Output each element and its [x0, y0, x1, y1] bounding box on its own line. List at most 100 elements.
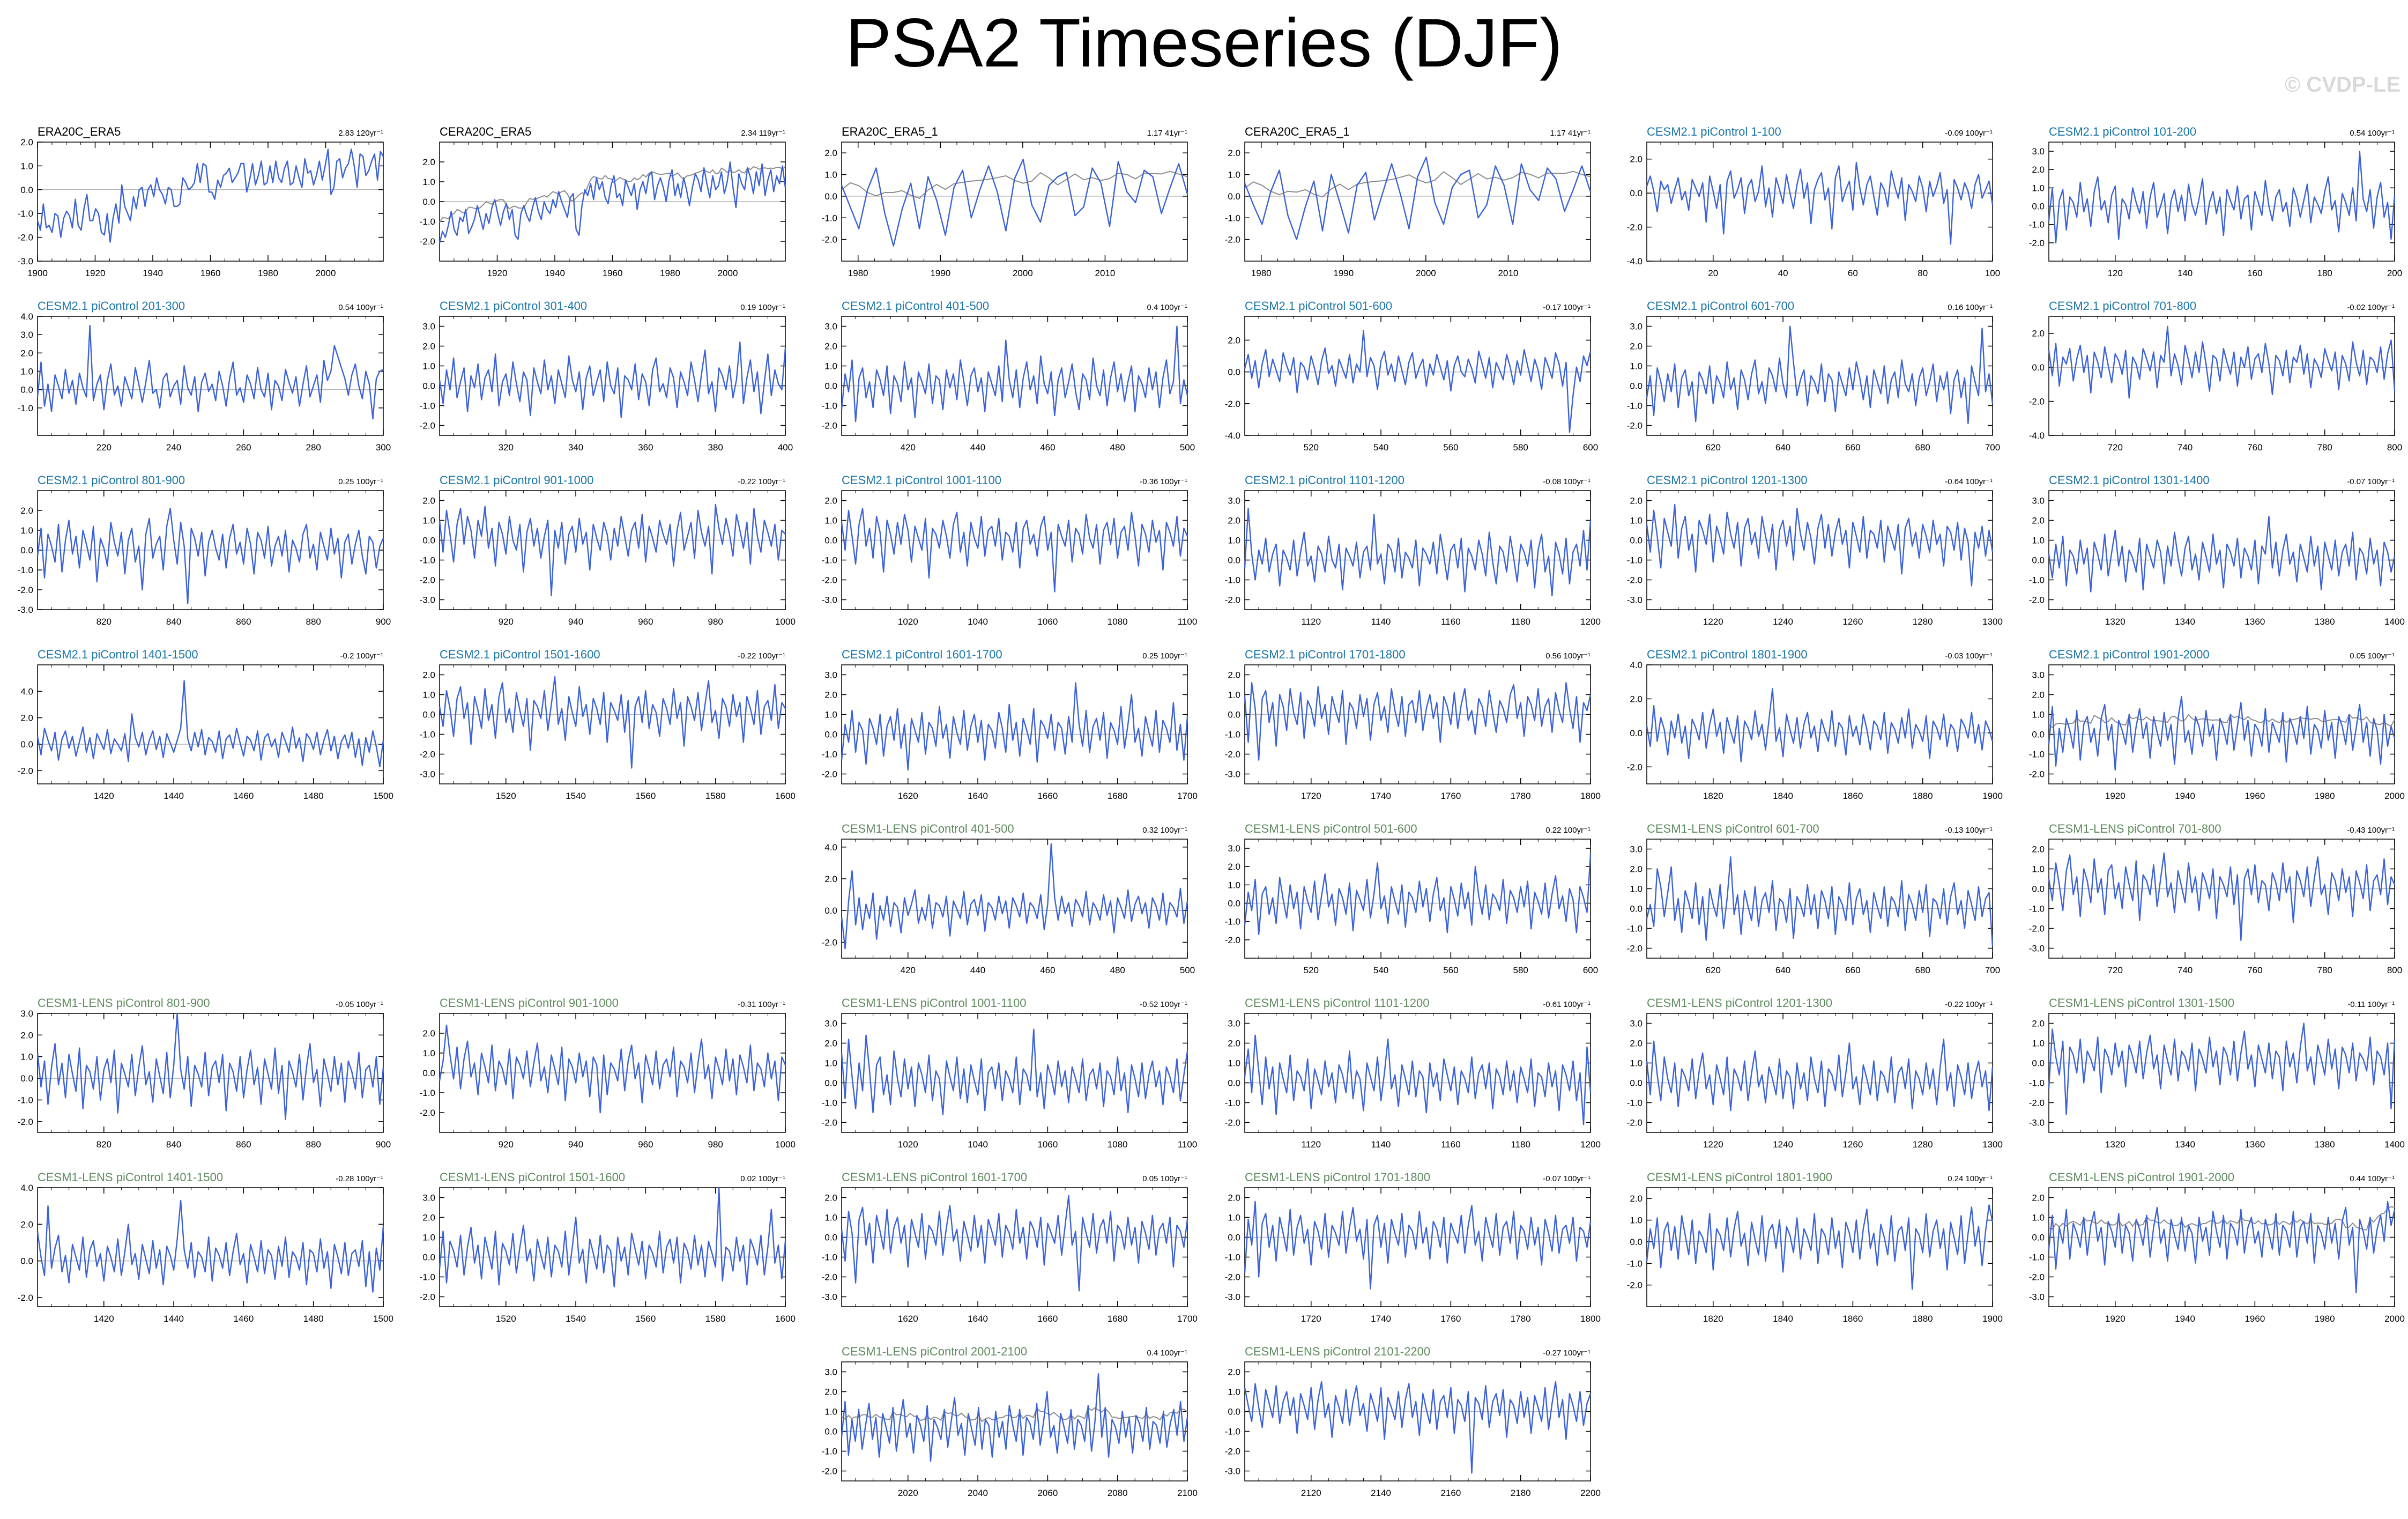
y-tick-label: -3.0	[18, 605, 33, 615]
series-line	[36, 149, 384, 243]
y-tick-label: -2.0	[1225, 235, 1240, 245]
x-tick-label: 700	[1985, 965, 2000, 975]
series-line	[2048, 852, 2396, 941]
x-tick-label: 140	[2177, 268, 2193, 278]
y-tick-label: 2.0	[1228, 1039, 1240, 1049]
panel-trend: 0.25 100yr⁻¹	[1142, 651, 1187, 661]
x-tick-label: 1980	[1251, 268, 1272, 278]
x-tick-label: 1460	[233, 1314, 254, 1324]
panel-label: CESM2.1 piControl 1701-1800	[1245, 648, 1406, 661]
y-tick-label: 1.0	[1228, 1213, 1240, 1223]
y-tick-label: 2.0	[422, 496, 435, 506]
chart-panel-24: CESM1-LENS piControl 401-500 0.32 100yr⁻¹…	[822, 822, 1195, 975]
x-tick-label: 1740	[1371, 791, 1391, 801]
y-tick-label: 0.0	[2032, 1058, 2045, 1069]
y-tick-label: 2.0	[2032, 1019, 2045, 1029]
y-tick-label: -1.0	[1225, 1253, 1240, 1263]
y-tick-label: 3.0	[20, 1009, 33, 1019]
panel-label: CESM1-LENS piControl 401-500	[842, 822, 1014, 835]
y-tick-label: 1.0	[1228, 170, 1240, 180]
x-tick-label: 1960	[603, 268, 623, 278]
y-tick-label: 0.0	[20, 739, 33, 750]
chart-panel-10: CESM2.1 piControl 601-700 0.16 100yr⁻¹ 3.0…	[1627, 299, 2000, 453]
x-tick-label: 1360	[2245, 617, 2265, 627]
y-tick-label: 2.0	[824, 148, 837, 158]
chart-panel-40: CESM1-LENS piControl 2001-2100 0.4 100yr⁻…	[822, 1345, 1198, 1498]
x-tick-label: 1940	[2175, 791, 2195, 801]
x-tick-label: 780	[2317, 965, 2332, 975]
y-tick-label: -1.0	[2029, 1078, 2045, 1088]
x-tick-label: 2020	[898, 1488, 918, 1498]
panel-label: CESM2.1 piControl 1901-2000	[2049, 648, 2210, 661]
y-tick-label: -1.0	[1225, 730, 1240, 740]
series-line	[841, 843, 1188, 950]
y-tick-label: -2.0	[2029, 769, 2045, 780]
y-tick-label: -1.0	[1627, 401, 1643, 411]
panel-label: CESM1-LENS piControl 1201-1300	[1647, 996, 1832, 1010]
y-tick-label: 1.0	[1228, 1387, 1240, 1397]
y-tick-label: 0.0	[422, 1068, 435, 1078]
series-line	[1244, 682, 1592, 761]
y-tick-label: -2.0	[1627, 421, 1643, 431]
y-tick-label: -1.0	[1225, 1098, 1240, 1108]
y-tick-label: -4.0	[1627, 256, 1643, 266]
y-tick-label: 0.0	[1630, 381, 1643, 391]
x-tick-label: 1560	[635, 1314, 656, 1324]
x-tick-label: 1360	[2245, 1139, 2265, 1150]
x-tick-label: 1990	[1333, 268, 1354, 278]
y-tick-label: 1.0	[2032, 864, 2045, 875]
y-tick-label: -2.0	[1225, 1447, 1240, 1457]
y-tick-label: 4.0	[1630, 660, 1643, 670]
panel-trend: 1.17 41yr⁻¹	[1147, 129, 1187, 138]
panel-label: CESM2.1 piControl 1101-1200	[1245, 473, 1404, 487]
series-line	[1646, 161, 1994, 245]
x-tick-label: 2140	[1371, 1488, 1391, 1498]
y-tick-label: 2.0	[2032, 165, 2045, 175]
panel-frame	[1244, 490, 1591, 610]
x-tick-label: 880	[306, 1139, 321, 1150]
x-tick-label: 1920	[487, 268, 508, 278]
panel-frame	[439, 664, 786, 784]
chart-panel-9: CESM2.1 piControl 501-600 -0.17 100yr⁻¹ 2.…	[1225, 299, 1598, 453]
y-tick-label: -2.0	[420, 750, 435, 760]
x-tick-label: 680	[1915, 965, 1930, 975]
panel-label: CESM1-LENS piControl 1001-1100	[842, 996, 1026, 1010]
y-tick-label: -1.0	[1225, 1427, 1240, 1437]
x-tick-label: 2000	[316, 268, 336, 278]
chart-panel-36: CESM1-LENS piControl 1601-1700 0.05 100yr…	[822, 1170, 1198, 1324]
y-tick-label: 3.0	[422, 1193, 435, 1203]
x-tick-label: 200	[2387, 268, 2402, 278]
panel-frame	[37, 1013, 384, 1133]
chart-panel-39: CESM1-LENS piControl 1901-2000 0.44 100yr…	[2029, 1170, 2405, 1324]
panel-trend: 0.05 100yr⁻¹	[1142, 1174, 1187, 1183]
y-tick-label: -2.0	[822, 1272, 837, 1283]
panel-frame	[841, 839, 1188, 959]
panel-label: CESM1-LENS piControl 1501-1600	[440, 1170, 625, 1184]
x-tick-label: 800	[2387, 442, 2402, 453]
y-tick-label: -1.0	[420, 555, 435, 566]
x-tick-label: 1820	[1703, 1314, 1723, 1324]
y-tick-label: -2.0	[420, 421, 435, 431]
y-tick-label: 2.0	[422, 670, 435, 680]
series-line	[1646, 1204, 1994, 1290]
panel-label: CESM1-LENS piControl 1401-1500	[38, 1170, 223, 1184]
x-tick-label: 520	[1304, 965, 1319, 975]
x-tick-label: 940	[568, 617, 583, 627]
y-tick-label: 2.0	[824, 1039, 837, 1049]
panel-frame	[1646, 142, 1993, 262]
y-tick-label: -4.0	[1225, 431, 1240, 441]
y-tick-label: 0.0	[1228, 1407, 1240, 1417]
x-tick-label: 540	[1373, 442, 1388, 453]
panel-frame	[1646, 316, 1993, 436]
y-tick-label: 2.0	[2032, 1193, 2045, 1203]
y-tick-label: 2.0	[422, 1213, 435, 1223]
y-tick-label: 3.0	[2032, 146, 2045, 157]
y-tick-label: 2.0	[824, 690, 837, 700]
x-tick-label: 2000	[1013, 268, 1033, 278]
y-tick-label: 2.0	[1630, 1194, 1643, 1204]
y-tick-label: 0.0	[1228, 367, 1240, 377]
y-tick-label: -2.0	[18, 1117, 33, 1127]
chart-panel-7: CESM2.1 piControl 301-400 0.19 100yr⁻¹ 3.0…	[420, 299, 793, 453]
y-tick-label: -2.0	[18, 1293, 33, 1303]
panel-trend: -0.11 100yr⁻¹	[2347, 1000, 2395, 1009]
